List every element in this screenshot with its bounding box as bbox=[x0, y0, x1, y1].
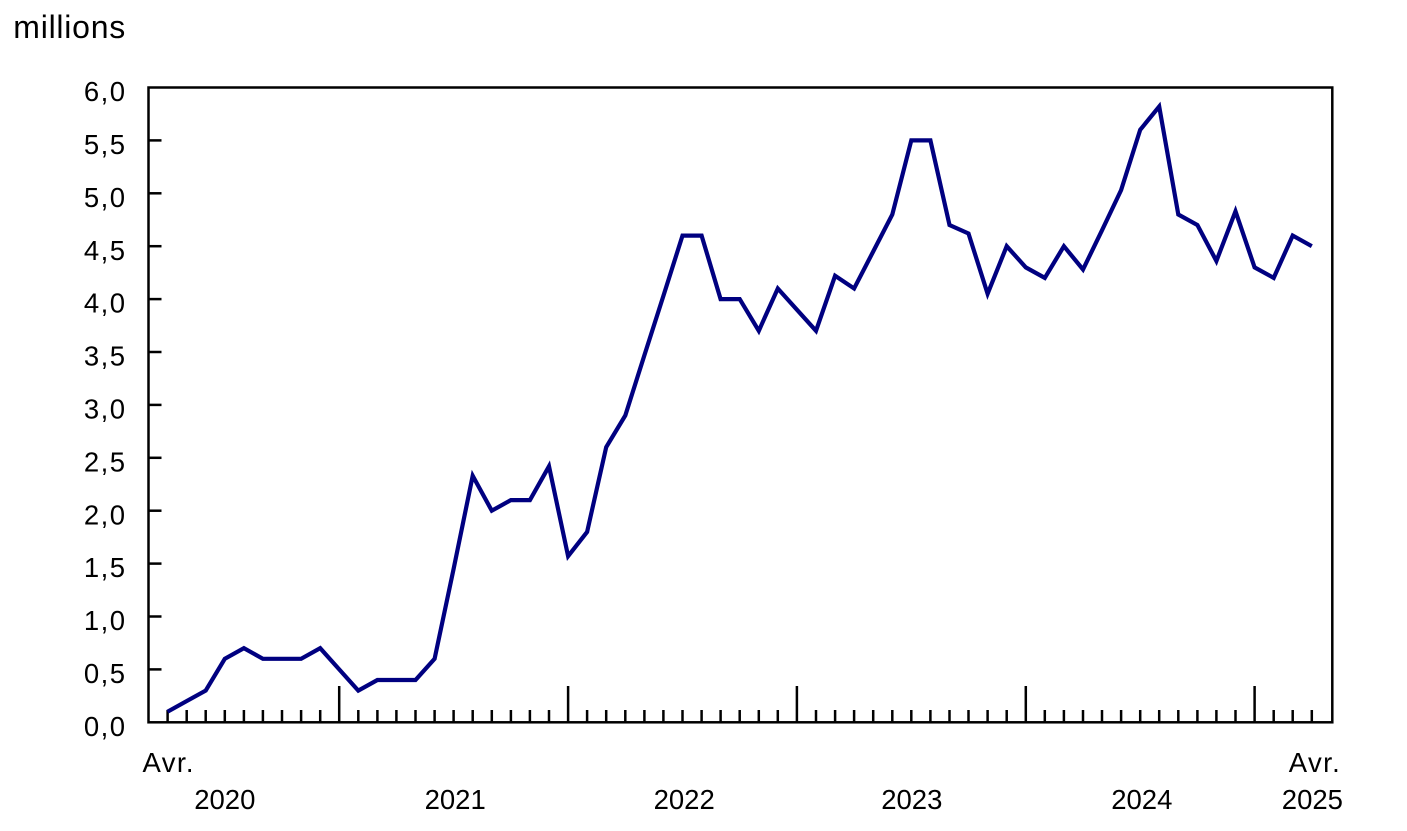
svg-text:4,0: 4,0 bbox=[84, 288, 127, 319]
svg-text:1,5: 1,5 bbox=[84, 552, 127, 583]
svg-text:0,0: 0,0 bbox=[84, 711, 127, 742]
svg-text:3,0: 3,0 bbox=[84, 394, 127, 425]
svg-text:2025: 2025 bbox=[1282, 784, 1343, 815]
svg-text:Avr.: Avr. bbox=[1289, 747, 1341, 778]
svg-text:3,5: 3,5 bbox=[84, 341, 127, 372]
svg-text:2,5: 2,5 bbox=[84, 446, 127, 477]
svg-text:1,0: 1,0 bbox=[84, 605, 127, 636]
svg-text:6,0: 6,0 bbox=[84, 76, 127, 107]
svg-text:2021: 2021 bbox=[425, 784, 486, 815]
svg-text:2,0: 2,0 bbox=[84, 499, 127, 530]
svg-text:5,5: 5,5 bbox=[84, 129, 127, 160]
svg-text:2024: 2024 bbox=[1111, 784, 1172, 815]
svg-text:5,0: 5,0 bbox=[84, 182, 127, 213]
svg-text:2022: 2022 bbox=[654, 784, 715, 815]
svg-text:2020: 2020 bbox=[194, 784, 255, 815]
svg-text:0,5: 0,5 bbox=[84, 658, 127, 689]
svg-text:4,5: 4,5 bbox=[84, 235, 127, 266]
svg-text:2023: 2023 bbox=[881, 784, 942, 815]
svg-text:Avr.: Avr. bbox=[142, 747, 194, 778]
svg-text:millions: millions bbox=[13, 9, 126, 45]
